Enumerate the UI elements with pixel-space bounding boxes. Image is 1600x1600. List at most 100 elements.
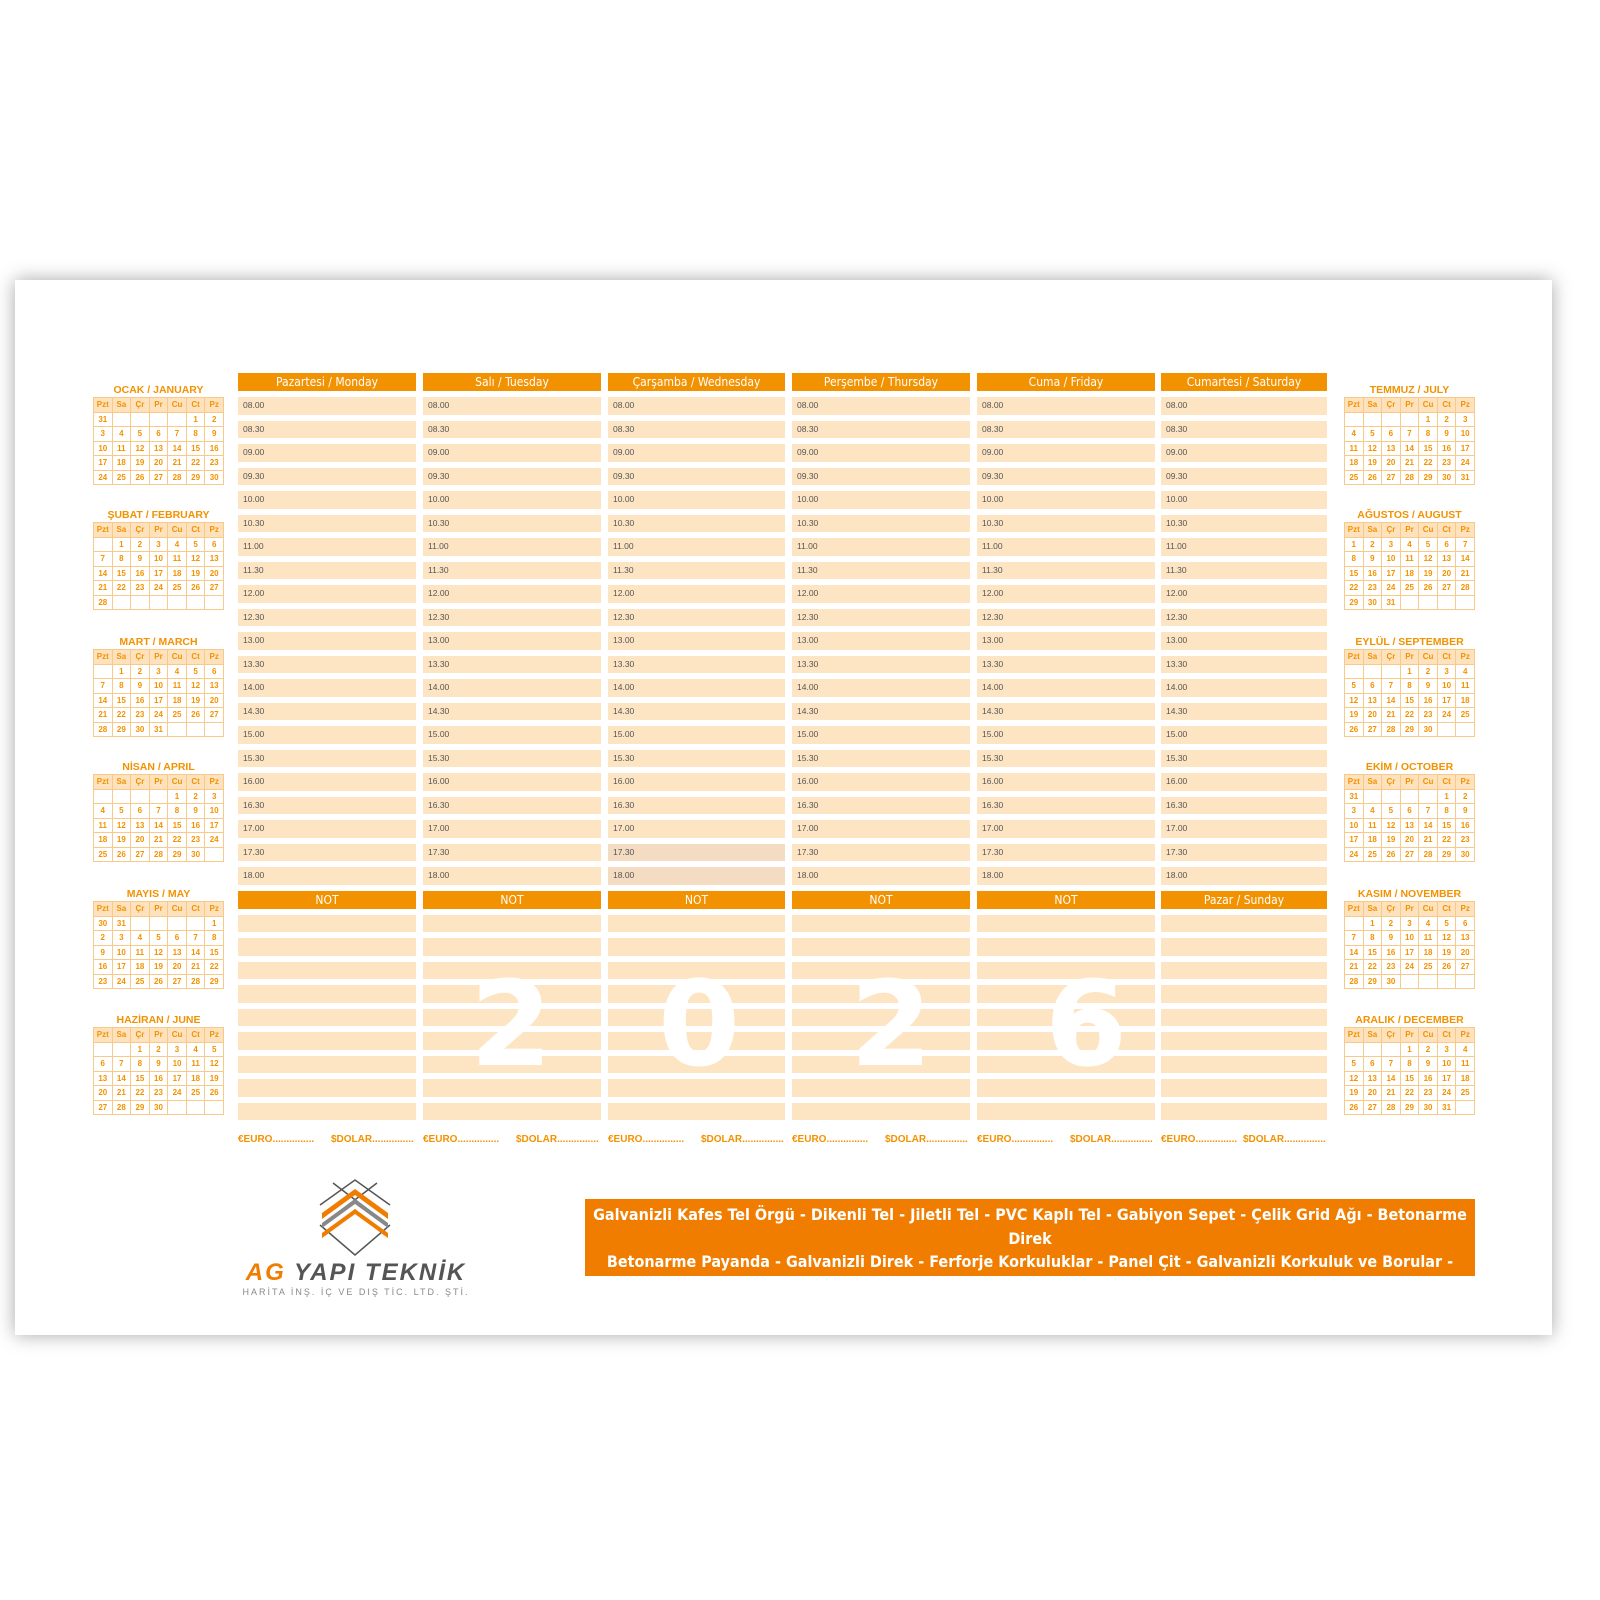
time-slot[interactable]: 15.30 bbox=[423, 749, 601, 767]
time-slot[interactable]: 12.30 bbox=[238, 608, 416, 626]
time-slot[interactable]: 17.30 bbox=[792, 843, 970, 861]
time-slot[interactable]: 13.00 bbox=[238, 632, 416, 650]
time-slot[interactable]: 16.00 bbox=[792, 773, 970, 791]
note-line[interactable] bbox=[238, 914, 416, 932]
note-line[interactable] bbox=[608, 914, 785, 932]
note-line[interactable] bbox=[1161, 1008, 1327, 1026]
time-slot[interactable]: 11.00 bbox=[423, 538, 601, 556]
time-slot[interactable]: 13.30 bbox=[238, 655, 416, 673]
time-slot[interactable]: 11.30 bbox=[977, 561, 1155, 579]
note-line[interactable] bbox=[1161, 1055, 1327, 1073]
time-slot[interactable]: 09.00 bbox=[792, 444, 970, 462]
time-slot[interactable]: 12.00 bbox=[608, 585, 785, 603]
time-slot[interactable]: 14.30 bbox=[1161, 702, 1327, 720]
time-slot[interactable]: 09.00 bbox=[1161, 444, 1327, 462]
time-slot[interactable]: 10.30 bbox=[977, 514, 1155, 532]
time-slot[interactable]: 11.00 bbox=[977, 538, 1155, 556]
time-slot[interactable]: 10.30 bbox=[238, 514, 416, 532]
time-slot[interactable]: 12.00 bbox=[977, 585, 1155, 603]
time-slot[interactable]: 18.00 bbox=[977, 867, 1155, 885]
time-slot[interactable]: 14.30 bbox=[608, 702, 785, 720]
time-slot[interactable]: 08.30 bbox=[977, 420, 1155, 438]
time-slot[interactable]: 14.30 bbox=[792, 702, 970, 720]
time-slot[interactable]: 08.30 bbox=[1161, 420, 1327, 438]
note-line[interactable] bbox=[423, 1079, 601, 1097]
time-slot[interactable]: 12.30 bbox=[977, 608, 1155, 626]
time-slot[interactable]: 09.30 bbox=[792, 467, 970, 485]
note-line[interactable] bbox=[238, 1079, 416, 1097]
time-slot[interactable]: 15.00 bbox=[977, 726, 1155, 744]
note-line[interactable] bbox=[977, 1102, 1155, 1120]
time-slot[interactable]: 09.00 bbox=[977, 444, 1155, 462]
time-slot[interactable]: 13.00 bbox=[423, 632, 601, 650]
time-slot[interactable]: 10.00 bbox=[1161, 491, 1327, 509]
note-line[interactable] bbox=[423, 961, 601, 979]
note-line[interactable] bbox=[1161, 985, 1327, 1003]
note-line[interactable] bbox=[1161, 1032, 1327, 1050]
note-line[interactable] bbox=[423, 985, 601, 1003]
note-line[interactable] bbox=[792, 1079, 970, 1097]
time-slot[interactable]: 09.30 bbox=[423, 467, 601, 485]
time-slot[interactable]: 11.30 bbox=[423, 561, 601, 579]
time-slot[interactable]: 17.30 bbox=[238, 843, 416, 861]
note-line[interactable] bbox=[1161, 961, 1327, 979]
time-slot[interactable]: 17.30 bbox=[1161, 843, 1327, 861]
time-slot[interactable]: 18.00 bbox=[1161, 867, 1327, 885]
time-slot[interactable]: 14.30 bbox=[238, 702, 416, 720]
time-slot[interactable]: 16.00 bbox=[423, 773, 601, 791]
time-slot[interactable]: 11.30 bbox=[1161, 561, 1327, 579]
note-line[interactable] bbox=[977, 1008, 1155, 1026]
note-line[interactable] bbox=[238, 938, 416, 956]
time-slot[interactable]: 09.00 bbox=[608, 444, 785, 462]
time-slot[interactable]: 13.30 bbox=[1161, 655, 1327, 673]
note-line[interactable] bbox=[608, 961, 785, 979]
note-line[interactable] bbox=[792, 961, 970, 979]
time-slot[interactable]: 10.30 bbox=[792, 514, 970, 532]
time-slot[interactable]: 16.00 bbox=[977, 773, 1155, 791]
note-line[interactable] bbox=[792, 985, 970, 1003]
note-line[interactable] bbox=[1161, 914, 1327, 932]
note-line[interactable] bbox=[238, 1102, 416, 1120]
time-slot[interactable]: 15.00 bbox=[238, 726, 416, 744]
time-slot[interactable]: 13.30 bbox=[977, 655, 1155, 673]
time-slot[interactable]: 17.00 bbox=[977, 820, 1155, 838]
time-slot[interactable]: 08.00 bbox=[792, 397, 970, 415]
note-line[interactable] bbox=[977, 914, 1155, 932]
time-slot[interactable]: 15.30 bbox=[238, 749, 416, 767]
note-line[interactable] bbox=[238, 985, 416, 1003]
note-line[interactable] bbox=[792, 914, 970, 932]
time-slot[interactable]: 09.00 bbox=[423, 444, 601, 462]
note-line[interactable] bbox=[977, 938, 1155, 956]
time-slot[interactable]: 16.30 bbox=[608, 796, 785, 814]
note-line[interactable] bbox=[792, 1102, 970, 1120]
note-line[interactable] bbox=[423, 1032, 601, 1050]
note-line[interactable] bbox=[423, 914, 601, 932]
time-slot[interactable]: 15.30 bbox=[792, 749, 970, 767]
note-line[interactable] bbox=[238, 961, 416, 979]
time-slot[interactable]: 15.00 bbox=[1161, 726, 1327, 744]
time-slot[interactable]: 16.30 bbox=[792, 796, 970, 814]
time-slot[interactable]: 10.30 bbox=[1161, 514, 1327, 532]
time-slot[interactable]: 15.30 bbox=[1161, 749, 1327, 767]
time-slot[interactable]: 18.00 bbox=[792, 867, 970, 885]
time-slot[interactable]: 12.00 bbox=[1161, 585, 1327, 603]
note-line[interactable] bbox=[608, 1032, 785, 1050]
time-slot[interactable]: 13.30 bbox=[608, 655, 785, 673]
time-slot[interactable]: 09.30 bbox=[608, 467, 785, 485]
time-slot[interactable]: 08.30 bbox=[792, 420, 970, 438]
time-slot[interactable]: 11.00 bbox=[792, 538, 970, 556]
time-slot[interactable]: 17.30 bbox=[977, 843, 1155, 861]
time-slot[interactable]: 14.30 bbox=[977, 702, 1155, 720]
time-slot[interactable]: 14.00 bbox=[1161, 679, 1327, 697]
time-slot[interactable]: 10.00 bbox=[423, 491, 601, 509]
time-slot[interactable]: 17.30 bbox=[608, 843, 785, 861]
time-slot[interactable]: 14.30 bbox=[423, 702, 601, 720]
time-slot[interactable]: 14.00 bbox=[608, 679, 785, 697]
note-line[interactable] bbox=[608, 1008, 785, 1026]
time-slot[interactable]: 14.00 bbox=[423, 679, 601, 697]
note-line[interactable] bbox=[977, 1055, 1155, 1073]
note-line[interactable] bbox=[1161, 1079, 1327, 1097]
time-slot[interactable]: 08.00 bbox=[608, 397, 785, 415]
time-slot[interactable]: 08.00 bbox=[1161, 397, 1327, 415]
time-slot[interactable]: 10.00 bbox=[238, 491, 416, 509]
